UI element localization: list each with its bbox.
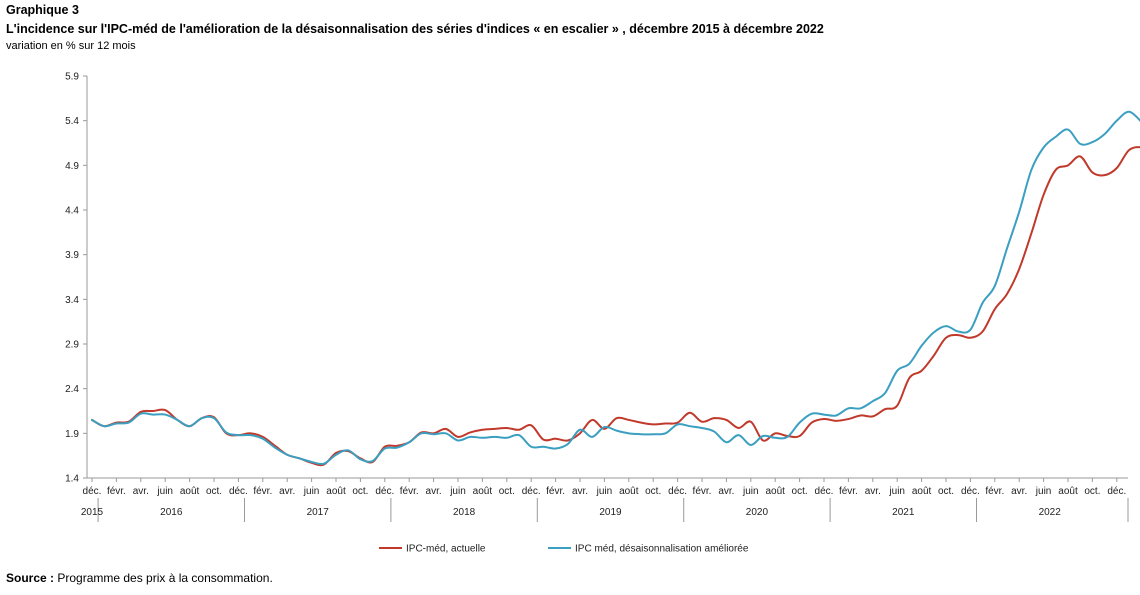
source-text: Programme des prix à la consommation. (57, 571, 273, 585)
y-tick-label: 4.9 (65, 161, 79, 172)
x-month-label: oct. (645, 486, 661, 497)
y-tick-label: 2.4 (65, 384, 79, 395)
x-month-label: déc. (668, 486, 687, 497)
x-month-label: déc. (815, 486, 834, 497)
y-tick-label: 2.9 (65, 340, 79, 351)
x-month-label: août (912, 486, 932, 497)
y-tick-label: 3.9 (65, 250, 79, 261)
x-month-label: août (619, 486, 639, 497)
x-year-label: 2018 (453, 507, 476, 518)
x-month-label: juin (156, 486, 173, 497)
legend: IPC-méd, actuelle IPC méd, désaisonnalisa… (379, 544, 749, 555)
graph-number: Graphique 3 (6, 3, 79, 17)
x-year-label: 2017 (307, 507, 330, 518)
series-line-improved (91, 110, 1140, 466)
x-month-label: août (326, 486, 346, 497)
x-year-label: 2021 (892, 507, 915, 518)
x-month-label: févr. (546, 486, 565, 497)
x-month-label: avr. (279, 486, 295, 497)
x-month-label: avr. (1011, 486, 1027, 497)
source-label: Source : (6, 571, 55, 585)
x-month-label: oct. (1084, 486, 1100, 497)
x-month-label: août (180, 486, 200, 497)
x-month-label: juin (888, 486, 905, 497)
y-tick-label: 4.4 (65, 206, 79, 217)
chart-subtitle: variation en % sur 12 mois (6, 40, 136, 52)
x-month-label: juin (449, 486, 466, 497)
x-month-label: févr. (693, 486, 712, 497)
x-month-label: oct. (792, 486, 808, 497)
y-tick-label: 1.4 (65, 474, 79, 485)
x-month-label: avr. (865, 486, 881, 497)
x-month-label: avr. (572, 486, 588, 497)
x-year-label: 2020 (746, 507, 769, 518)
y-tick-label: 1.9 (65, 429, 79, 440)
x-month-label: déc. (961, 486, 980, 497)
x-year-label: 2015 (81, 507, 104, 518)
legend-label: IPC-méd, actuelle (406, 544, 486, 555)
x-month-label: juin (742, 486, 759, 497)
x-month-label: juin (1035, 486, 1052, 497)
x-month-label: août (1058, 486, 1078, 497)
x-month-label: oct. (938, 486, 954, 497)
x-month-label: août (765, 486, 785, 497)
x-month-label: juin (303, 486, 320, 497)
x-month-label: févr. (839, 486, 858, 497)
x-year-label: 2016 (160, 507, 183, 518)
x-month-label: déc. (522, 486, 541, 497)
y-tick-label: 3.4 (65, 295, 79, 306)
y-tick-label: 5.9 (65, 72, 79, 83)
x-year-label: 2022 (1039, 507, 1062, 518)
x-month-label: févr. (985, 486, 1004, 497)
x-year-label: 2019 (599, 507, 622, 518)
x-month-label: déc. (375, 486, 394, 497)
x-month-label: oct. (352, 486, 368, 497)
series-lines (91, 110, 1140, 467)
x-month-label: avr. (426, 486, 442, 497)
y-axis: 1.4 1.9 2.4 2.9 3.4 3.9 4.4 4.9 5.4 5.9 (65, 72, 88, 485)
x-month-label: avr. (133, 486, 149, 497)
x-month-label: févr. (253, 486, 272, 497)
x-month-label: juin (596, 486, 613, 497)
x-month-label: août (473, 486, 493, 497)
y-tick-label: 5.4 (65, 116, 79, 127)
x-month-label: déc. (229, 486, 248, 497)
series-line-actual (91, 146, 1140, 467)
x-month-label: févr. (107, 486, 126, 497)
x-month-label: oct. (206, 486, 222, 497)
x-month-label: févr. (400, 486, 419, 497)
chart-title: L'incidence sur l'IPC-méd de l'améliorat… (6, 22, 824, 36)
x-month-label: déc. (1107, 486, 1126, 497)
source-note: Source : Programme des prix à la consomm… (6, 571, 273, 585)
legend-label: IPC méd, désaisonnalisation améliorée (575, 544, 749, 555)
x-month-label: oct. (499, 486, 515, 497)
x-axis: déc. févr. avr. juin août oct. déc. févr. avr. ju… (81, 477, 1129, 522)
x-month-label: avr. (718, 486, 734, 497)
x-month-label: déc. (83, 486, 102, 497)
